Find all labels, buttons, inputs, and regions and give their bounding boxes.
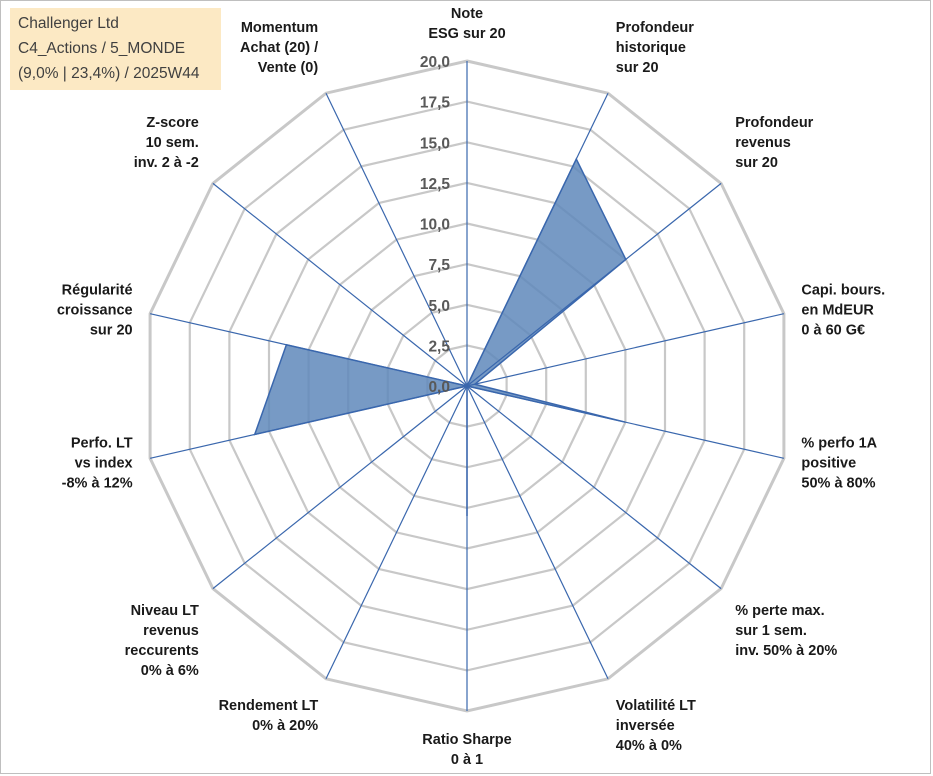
axis-label: Note ESG sur 20 bbox=[428, 6, 505, 42]
axis-label: Profondeur historique sur 20 bbox=[616, 20, 694, 76]
tick-label: 17,5 bbox=[420, 95, 451, 112]
info-box: Challenger Ltd C4_Actions / 5_MONDE (9,0… bbox=[10, 8, 221, 90]
tick-label: 10,0 bbox=[420, 217, 450, 234]
tick-label: 5,0 bbox=[428, 298, 450, 315]
tick-label: 12,5 bbox=[420, 176, 451, 193]
axis-spoke bbox=[466, 92, 609, 387]
axis-spoke bbox=[212, 385, 468, 590]
radar-axis-labels: Note ESG sur 20 Profondeur historique sur 20… bbox=[57, 6, 885, 768]
axis-spoke bbox=[149, 313, 468, 387]
axis-spoke bbox=[325, 92, 468, 387]
axis-label: Niveau LT revenus reccurents 0% à 6% bbox=[125, 603, 199, 679]
axis-label: Volatilité LT inversée 40% à 0% bbox=[616, 698, 696, 754]
axis-label: Momentum Achat (20) / Vente (0) bbox=[240, 20, 318, 76]
performance-week: (9,0% | 23,4%) / 2025W44 bbox=[18, 65, 200, 82]
axis-spoke bbox=[466, 182, 722, 387]
axis-spoke bbox=[325, 385, 468, 680]
axis-spoke bbox=[466, 385, 722, 590]
axis-label: Z-score 10 sem. inv. 2 à -2 bbox=[134, 115, 199, 171]
axis-label: Profondeur revenus sur 20 bbox=[735, 115, 813, 171]
tick-label: 20,0 bbox=[420, 54, 450, 71]
axis-label: Capi. bours. en MdEUR 0 à 60 G€ bbox=[801, 283, 885, 339]
tick-label: 7,5 bbox=[428, 257, 450, 274]
radar-tick-labels: 0,0 2,5 5,0 7,5 10,0 12,5 15,0 17,5 20,0 bbox=[420, 54, 451, 396]
axis-spoke bbox=[466, 313, 785, 387]
axis-label: Ratio Sharpe 0 à 1 bbox=[422, 732, 511, 768]
tick-label: 15,0 bbox=[420, 135, 450, 152]
axis-spoke bbox=[466, 385, 785, 459]
axis-label: % perte max. sur 1 sem. inv. 50% à 20% bbox=[735, 603, 837, 659]
axis-label: Régularité croissance sur 20 bbox=[57, 283, 133, 339]
portfolio-category: C4_Actions / 5_MONDE bbox=[18, 40, 186, 57]
tick-label: 0,0 bbox=[428, 379, 450, 396]
axis-label: Perfo. LT vs index -8% à 12% bbox=[62, 435, 133, 491]
axis-spoke bbox=[212, 182, 468, 387]
tick-label: 2,5 bbox=[428, 338, 450, 355]
axis-label: % perfo 1A positive 50% à 80% bbox=[801, 435, 877, 491]
company-name: Challenger Ltd bbox=[18, 15, 119, 32]
axis-spoke bbox=[149, 385, 468, 459]
radar-spokes bbox=[149, 61, 785, 711]
axis-spoke bbox=[466, 385, 609, 680]
axis-label: Rendement LT 0% à 20% bbox=[219, 698, 319, 734]
